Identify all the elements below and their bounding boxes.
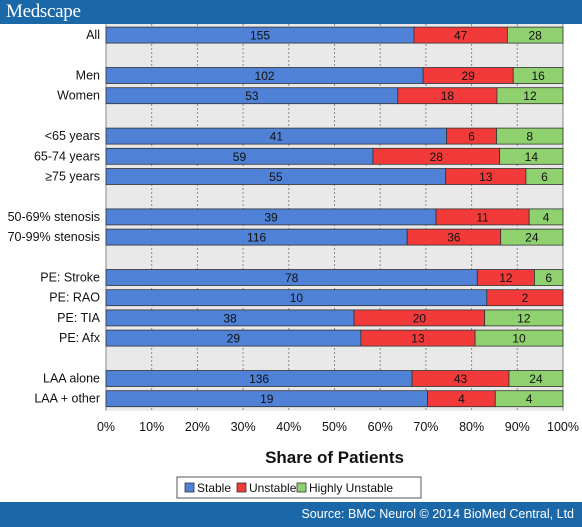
x-tick-label: 30% (231, 420, 256, 434)
bar-segment-highly-unstable (499, 147, 564, 165)
data-label: 19 (260, 392, 274, 406)
category-label: ≥75 years (45, 170, 100, 184)
data-label: 14 (525, 150, 539, 164)
bar-segment-highly-unstable (500, 228, 564, 246)
legend-swatch (184, 482, 195, 493)
legend-swatch (296, 482, 307, 493)
bar-segment-highly-unstable (484, 309, 564, 327)
data-label: 6 (468, 130, 475, 144)
data-label: 11 (476, 210, 489, 224)
legend-label: Highly Unstable (309, 481, 393, 495)
category-label: PE: RAO (49, 291, 100, 305)
data-label: 18 (441, 89, 455, 103)
category-label: Women (57, 89, 100, 103)
category-label: All (86, 28, 100, 42)
data-label: 4 (526, 392, 533, 406)
data-label: 47 (454, 29, 468, 43)
data-label: 4 (543, 210, 550, 224)
x-tick-label: 0% (97, 420, 115, 434)
category-label: PE: Afx (59, 331, 101, 345)
category-label: 50-69% stenosis (8, 210, 100, 224)
data-label: 13 (411, 332, 425, 346)
category-label: LAA alone (43, 372, 100, 386)
x-tick-label: 90% (505, 420, 530, 434)
x-tick-label: 60% (368, 420, 393, 434)
bar-segment-highly-unstable (496, 87, 564, 105)
data-label: 16 (531, 69, 545, 83)
data-label: 12 (517, 311, 531, 325)
footer-bar: Source: BMC Neurol © 2014 BioMed Central… (0, 502, 582, 527)
category-label: <65 years (45, 129, 100, 143)
data-label: 13 (479, 170, 493, 184)
data-label: 41 (270, 130, 284, 144)
data-label: 78 (285, 271, 299, 285)
data-label: 20 (413, 311, 427, 325)
x-tick-label: 100% (547, 420, 579, 434)
data-label: 55 (269, 170, 283, 184)
data-label: 4 (458, 392, 465, 406)
data-label: 24 (525, 231, 539, 245)
category-label: 70-99% stenosis (8, 230, 100, 244)
header-bar: Medscape (0, 0, 582, 24)
data-label: 12 (499, 271, 513, 285)
data-label: 28 (529, 29, 543, 43)
data-label: 155 (250, 29, 270, 43)
x-tick-label: 40% (276, 420, 301, 434)
category-label: PE: Stroke (40, 271, 100, 285)
legend-label: Stable (197, 481, 231, 495)
category-label: 65-74 years (34, 149, 100, 163)
bar-segment-highly-unstable (534, 269, 564, 286)
data-label: 2 (522, 291, 529, 305)
data-label: 24 (529, 372, 543, 386)
source-credit: Source: BMC Neurol © 2014 BioMed Central… (301, 507, 574, 521)
bar-segment-highly-unstable (528, 208, 564, 226)
data-label: 29 (462, 69, 476, 83)
medscape-logo: Medscape (6, 1, 81, 22)
data-label: 102 (255, 69, 275, 83)
data-label: 10 (512, 332, 526, 346)
x-tick-label: 80% (459, 420, 484, 434)
data-label: 12 (523, 89, 537, 103)
x-tick-label: 10% (139, 420, 164, 434)
bar-segment-highly-unstable (494, 390, 564, 408)
data-label: 36 (447, 231, 461, 245)
data-label: 29 (227, 332, 241, 346)
data-label: 116 (247, 231, 266, 245)
x-axis-title: Share of Patients (265, 448, 404, 467)
data-label: 10 (290, 291, 304, 305)
data-label: 6 (541, 170, 548, 184)
data-label: 53 (245, 89, 259, 103)
category-label: PE: TIA (57, 311, 101, 325)
x-tick-label: 20% (185, 420, 210, 434)
data-label: 59 (233, 150, 247, 164)
bar-segment-highly-unstable (506, 26, 564, 44)
data-label: 39 (264, 210, 278, 224)
data-label: 28 (430, 150, 444, 164)
bar-segment-highly-unstable (525, 168, 564, 185)
data-label: 43 (454, 372, 468, 386)
bar-segment-highly-unstable (512, 67, 564, 84)
legend-swatch (236, 482, 247, 493)
legend-label: Unstable (249, 481, 297, 495)
bar-segment-highly-unstable (508, 370, 564, 387)
bar-segment-unstable (486, 289, 564, 307)
x-tick-label: 50% (322, 420, 347, 434)
data-label: 38 (223, 311, 237, 325)
category-label: Men (76, 69, 100, 83)
data-label: 136 (249, 372, 269, 386)
bar-segment-highly-unstable (496, 127, 564, 145)
data-label: 6 (545, 271, 552, 285)
data-label: 8 (526, 130, 533, 144)
bar-segment-highly-unstable (474, 329, 564, 347)
x-tick-label: 70% (413, 420, 438, 434)
category-label: LAA + other (34, 392, 100, 406)
